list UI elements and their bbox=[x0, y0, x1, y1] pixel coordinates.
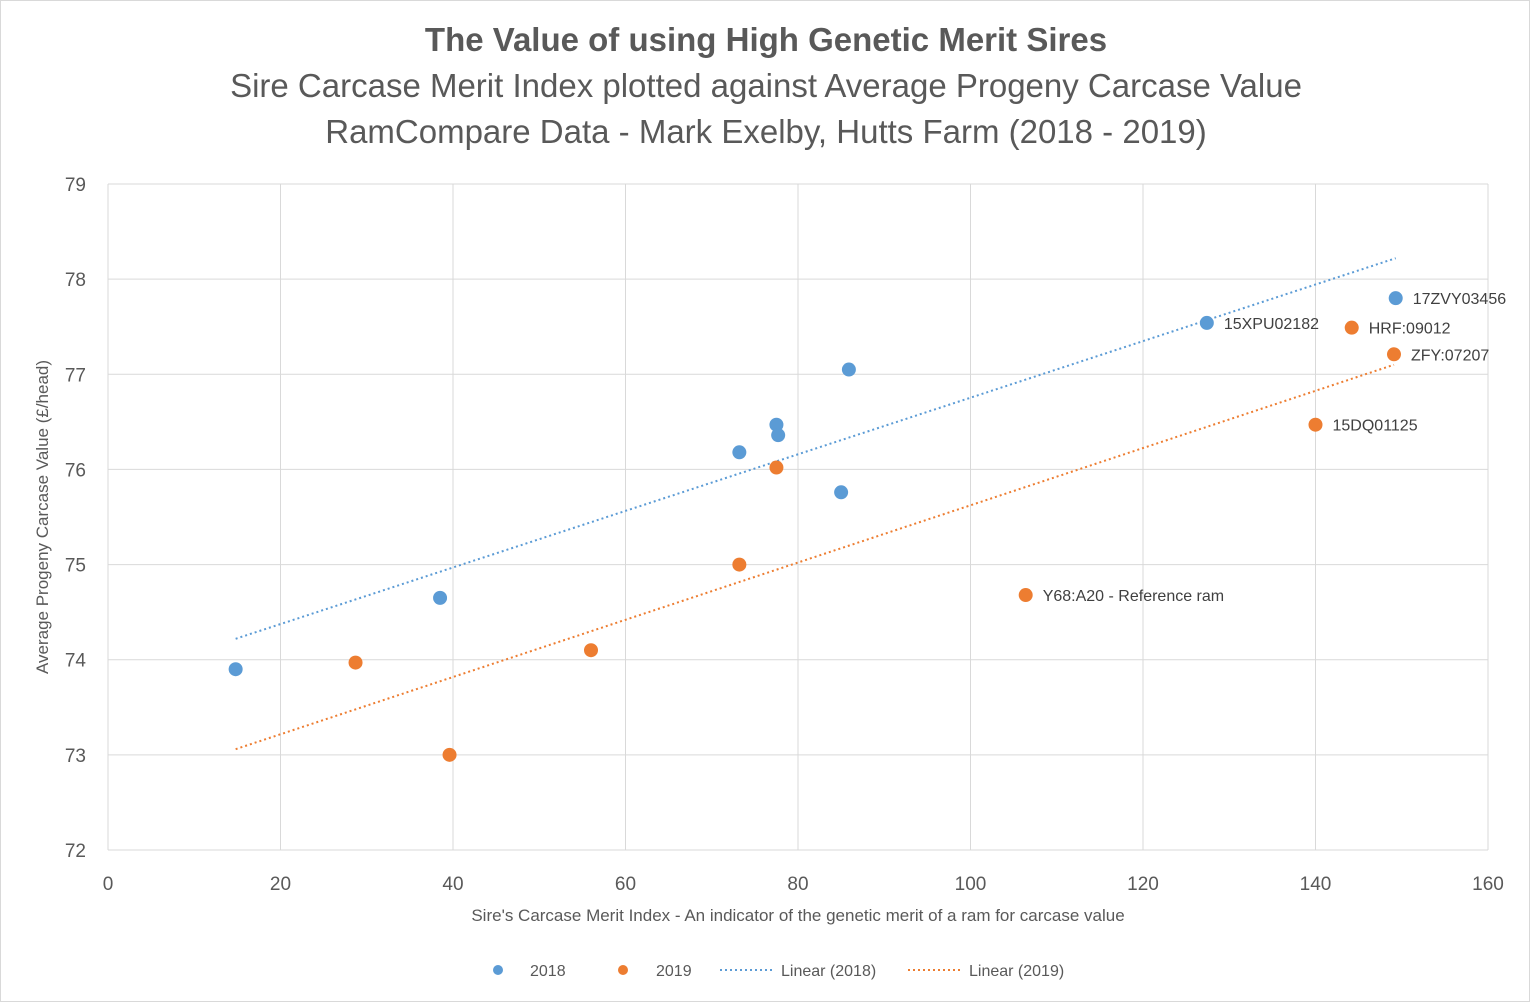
y-tick-label: 72 bbox=[65, 841, 86, 862]
y-axis-title: Average Progeny Carcase Value (£/head) bbox=[33, 360, 52, 674]
x-tick-label: 100 bbox=[955, 874, 987, 895]
x-tick-label: 140 bbox=[1300, 874, 1332, 895]
x-tick-label: 0 bbox=[103, 874, 114, 895]
y-tick-label: 76 bbox=[65, 460, 86, 481]
data-point-2018 bbox=[769, 417, 784, 432]
legend-marker-2018 bbox=[493, 965, 503, 975]
data-point-2018 bbox=[1388, 291, 1403, 306]
point-label: ZFY:07207 bbox=[1411, 347, 1489, 364]
x-tick-label: 40 bbox=[442, 874, 463, 895]
x-tick-label: 80 bbox=[787, 874, 808, 895]
point-labels: 15XPU02182 17ZVY03456 Y68:A20 - Reference … bbox=[1043, 291, 1507, 605]
data-point-2018 bbox=[433, 590, 448, 605]
x-tick-label: 60 bbox=[615, 874, 636, 895]
data-point-2018 bbox=[841, 362, 856, 377]
legend: 2018 2019 Linear (2018) Linear (2019) bbox=[493, 963, 1064, 980]
chart-subtitle-line-1: Sire Carcase Merit Index plotted against… bbox=[230, 67, 1302, 104]
data-point-2019 bbox=[1344, 320, 1359, 335]
x-tick-label: 120 bbox=[1127, 874, 1159, 895]
data-points bbox=[228, 291, 1403, 762]
legend-label-linear-2019: Linear (2019) bbox=[969, 963, 1064, 980]
chart-title: The Value of using High Genetic Merit Si… bbox=[424, 21, 1108, 58]
legend-marker-2019 bbox=[618, 965, 628, 975]
y-tick-label: 75 bbox=[65, 556, 86, 577]
data-point-2019 bbox=[584, 643, 598, 658]
data-point-2018 bbox=[834, 485, 849, 500]
data-point-2018 bbox=[771, 428, 786, 443]
trendline-2019 bbox=[235, 363, 1395, 751]
data-point-2019 bbox=[1018, 588, 1033, 603]
x-tick-label: 160 bbox=[1472, 874, 1504, 895]
chart-subtitle-line-2: RamCompare Data - Mark Exelby, Hutts Far… bbox=[325, 113, 1207, 150]
data-point-2019 bbox=[442, 747, 457, 762]
data-point-2019 bbox=[1386, 347, 1401, 362]
data-point-2019 bbox=[348, 655, 363, 670]
point-label: 17ZVY03456 bbox=[1413, 291, 1507, 308]
data-point-2019 bbox=[1308, 417, 1323, 432]
legend-label-2019: 2019 bbox=[656, 963, 692, 980]
tick-labels: 72 73 74 75 76 77 78 79 0 20 40 60 80 100 120 140 160 bbox=[65, 175, 1504, 895]
data-point-2019 bbox=[769, 460, 784, 475]
gridlines bbox=[107, 183, 1489, 851]
y-tick-label: 77 bbox=[65, 365, 86, 386]
legend-label-2018: 2018 bbox=[530, 963, 566, 980]
data-point-2018 bbox=[1199, 315, 1214, 330]
trendline-2018 bbox=[235, 257, 1397, 640]
y-tick-label: 73 bbox=[65, 746, 86, 767]
point-label: Y68:A20 - Reference ram bbox=[1043, 588, 1224, 605]
data-point-2018 bbox=[732, 445, 747, 460]
trendlines bbox=[235, 257, 1397, 751]
x-axis-title: Sire's Carcase Merit Index - An indicato… bbox=[471, 906, 1124, 925]
y-tick-label: 78 bbox=[65, 270, 86, 291]
point-label: 15XPU02182 bbox=[1224, 316, 1319, 333]
y-tick-label: 74 bbox=[65, 651, 87, 672]
point-label: HRF:09012 bbox=[1369, 321, 1451, 338]
y-tick-label: 79 bbox=[65, 175, 86, 196]
data-point-2019 bbox=[732, 557, 747, 572]
x-tick-label: 20 bbox=[270, 874, 291, 895]
legend-label-linear-2018: Linear (2018) bbox=[781, 963, 876, 980]
data-point-2018 bbox=[228, 662, 243, 677]
point-label: 15DQ01125 bbox=[1333, 418, 1418, 435]
